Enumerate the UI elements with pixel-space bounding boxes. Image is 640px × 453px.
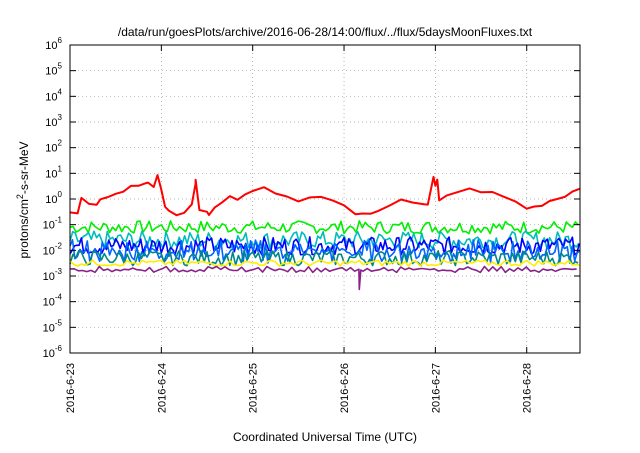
series-line [69,265,577,291]
y-tick-label: 10-2 [43,241,63,257]
series-layer [69,174,581,291]
series-line [69,239,581,264]
series-line [69,220,580,235]
x-tick-label: 2016-6-23 [65,363,77,413]
y-tick-label: 10-5 [43,318,63,334]
y-tick-label: 10-6 [43,344,63,360]
y-tick-label: 10-4 [43,293,63,309]
y-tick-label: 100 [45,190,62,206]
series-line [69,259,581,267]
series-line [69,174,581,217]
x-tick-label: 2016-6-24 [156,363,168,413]
y-axis-label: protons/cm2-s-sr-MeV [15,141,31,258]
y-tick-label: 101 [45,164,62,180]
x-tick-label: 2016-6-26 [339,363,351,413]
x-tick-label: 2016-6-25 [248,363,260,413]
y-tick-label: 103 [45,113,62,129]
y-tick-label: 10-3 [43,267,63,283]
y-axis-ticks: 10-6 10-5 10-4 10-3 10-2 10-1 100 101 102 103 104 1… [43,36,580,360]
y-tick-label: 102 [45,139,62,155]
y-tick-label: 105 [45,62,62,78]
x-tick-label: 2016-6-27 [430,363,442,413]
x-tick-label: 2016-6-28 [522,363,534,413]
y-tick-label: 106 [45,36,62,52]
chart-title: /data/run/goesPlots/archive/2016-06-28/1… [118,25,533,39]
y-tick-label: 104 [45,87,62,103]
x-axis-ticks: 2016-6-23 2016-6-24 2016-6-25 2016-6-26 2016… [65,45,534,413]
x-axis-label: Coordinated Universal Time (UTC) [233,430,417,444]
y-tick-label: 10-1 [43,216,63,232]
series-line [69,249,579,267]
